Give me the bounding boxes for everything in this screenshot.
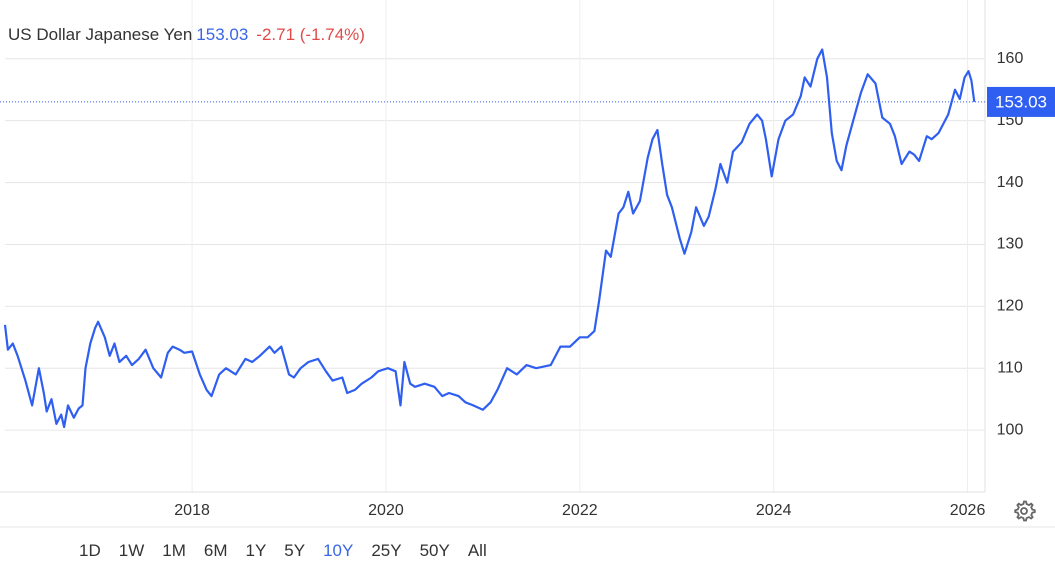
range-selector: 1D 1W 1M 6M 1Y 5Y 10Y 25Y 50Y All [70, 541, 496, 561]
y-tick-label: 130 [997, 236, 1024, 253]
range-button[interactable]: 6M [203, 541, 228, 560]
last-price-box [987, 86, 1055, 117]
x-tick-label: 2026 [950, 502, 986, 519]
range-button[interactable]: 10Y [323, 541, 354, 560]
range-button[interactable]: 50Y [419, 541, 450, 560]
y-tick-label: 120 [997, 298, 1024, 315]
change: -2.71 (-1.74%) [256, 25, 365, 44]
x-tick-label: 2020 [368, 502, 404, 519]
price: 153.03 [196, 25, 249, 44]
x-tick-label: 2018 [174, 502, 210, 519]
range-button[interactable]: 25Y [371, 541, 402, 560]
range-button[interactable]: 1D [79, 541, 101, 560]
range-button[interactable]: 1Y [245, 541, 267, 560]
range-button[interactable]: All [467, 541, 487, 560]
x-tick-label: 2024 [756, 502, 792, 519]
range-button[interactable]: 1W [118, 541, 145, 560]
y-tick-label: 140 [997, 174, 1024, 191]
price-line [3, 48, 976, 429]
header: US Dollar Japanese Yen 153.03 -2.71 (-1.74… [8, 25, 365, 45]
y-tick-label: 160 [997, 50, 1024, 67]
last-price-label: 153.03 [995, 92, 1047, 111]
range-button[interactable]: 5Y [284, 541, 306, 560]
title: US Dollar Japanese Yen [8, 25, 193, 44]
y-tick-label: 100 [997, 421, 1024, 438]
settings-icon[interactable] [1014, 500, 1036, 522]
range-button[interactable]: 1M [162, 541, 186, 560]
x-tick-label: 2022 [562, 502, 598, 519]
y-tick-label: 110 [997, 359, 1023, 376]
